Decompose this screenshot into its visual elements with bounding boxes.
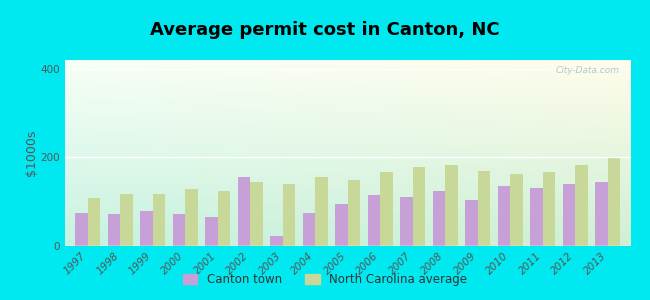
Bar [413,167,425,246]
Bar [270,236,283,246]
Bar [173,214,185,246]
Bar [120,194,133,246]
Bar [498,186,510,246]
Bar [250,182,263,246]
Bar [108,214,120,246]
Bar [445,165,458,246]
Bar [88,198,100,246]
Bar [543,172,555,246]
Bar [205,217,218,246]
Bar [75,213,88,246]
Bar [575,165,588,246]
Bar [303,213,315,246]
Bar [348,181,360,246]
Bar [335,204,348,246]
Bar [433,190,445,246]
Bar [595,182,608,246]
Bar [380,172,393,246]
Bar [563,184,575,246]
Bar [465,200,478,246]
Legend: Canton town, North Carolina average: Canton town, North Carolina average [178,269,472,291]
Bar [478,171,490,246]
Bar [238,177,250,246]
Text: Average permit cost in Canton, NC: Average permit cost in Canton, NC [150,21,500,39]
Bar [510,174,523,246]
Bar [185,189,198,246]
Bar [530,188,543,246]
Bar [218,190,230,246]
Bar [153,194,165,246]
Bar [283,184,295,246]
Bar [400,197,413,246]
Bar [140,211,153,246]
Bar [368,195,380,246]
Text: City-Data.com: City-Data.com [555,66,619,75]
Y-axis label: $1000s: $1000s [25,130,38,176]
Bar [608,158,620,246]
Bar [315,177,328,246]
